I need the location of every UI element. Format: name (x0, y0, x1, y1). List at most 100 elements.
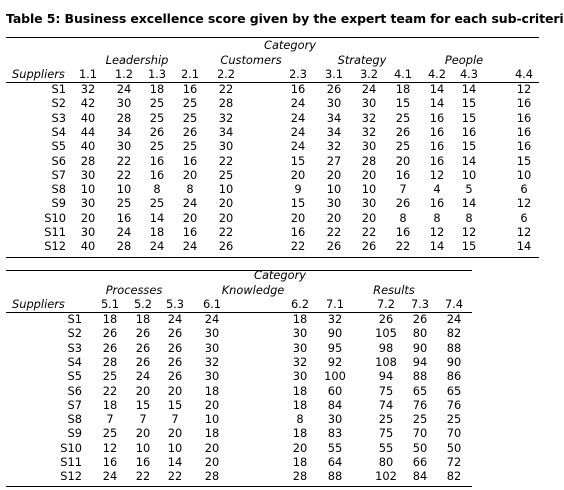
table1-cell: 16 (395, 225, 411, 239)
table1-cell: 12 (516, 82, 532, 96)
table2-cell: 25 (102, 426, 118, 441)
table2-cell: 22 (167, 469, 183, 484)
table1-row-supplier: S1 (51, 82, 66, 96)
table1-cell: 16 (149, 167, 165, 182)
table2-cell: 102 (375, 469, 397, 484)
table2-row-supplier: S5 (67, 369, 82, 384)
table1-cell: 34 (326, 110, 342, 125)
table2-header-rule (6, 312, 472, 313)
table1-cell: 18 (395, 82, 411, 96)
table1-cell: 15 (461, 139, 477, 154)
table1-group-header: Strategy (337, 53, 387, 67)
table2-column-header: 5.1 (100, 297, 120, 311)
table1-cell: 26 (218, 239, 234, 254)
table1-cell: 16 (516, 139, 532, 154)
table2-cell: 30 (204, 326, 220, 341)
table2-cell: 20 (135, 383, 151, 398)
table1-row-supplier: S2 (51, 96, 66, 111)
table2-cell: 76 (446, 397, 462, 412)
table2-cell: 25 (412, 412, 428, 427)
table1-cell: 30 (116, 139, 132, 154)
table1-cell: 26 (395, 124, 411, 139)
table1-cell: 14 (429, 82, 445, 96)
table1-cell: 32 (218, 110, 234, 125)
table2-cell: 70 (446, 426, 462, 441)
table1-category-label: Category (263, 38, 317, 52)
table2-cell: 82 (446, 469, 462, 484)
table1-cell: 16 (516, 124, 532, 139)
table1-cell: 25 (182, 110, 198, 125)
table1-cell: 20 (182, 210, 198, 225)
table2-column-header: 6.2 (290, 297, 310, 311)
table1-row-supplier: S3 (51, 110, 66, 125)
table1-cell: 25 (182, 139, 198, 154)
table2-cell: 25 (102, 369, 118, 384)
table2-cell: 55 (327, 440, 343, 455)
table2-cell: 20 (135, 426, 151, 441)
table1-cell: 26 (182, 124, 198, 139)
table1-cell: 25 (149, 96, 165, 111)
table1-cell: 5 (465, 182, 473, 197)
table1-cell: 10 (361, 182, 377, 197)
table1-cell: 20 (395, 153, 411, 168)
table2-cell: 26 (167, 326, 183, 341)
table2-cell: 20 (167, 383, 183, 398)
table2-cell: 88 (327, 469, 343, 484)
table1-cell: 12 (429, 167, 445, 182)
table2-cell: 16 (102, 455, 118, 469)
table2-row-supplier: S2 (67, 326, 82, 341)
table1-cell: 20 (290, 210, 306, 225)
table2-cell: 18 (292, 383, 308, 398)
table1-cell: 25 (395, 110, 411, 125)
table1-cell: 16 (395, 167, 411, 182)
table2-cell: 30 (204, 369, 220, 384)
table2-cell: 32 (204, 354, 220, 369)
table1-cell: 22 (361, 225, 377, 239)
table1-column-header: 2.2 (216, 67, 236, 81)
table1-row-supplier: S5 (51, 139, 66, 154)
table2-cell: 88 (412, 369, 428, 384)
table2-cell: 105 (375, 326, 397, 341)
table2-cell: 32 (327, 312, 343, 326)
table1-cell: 25 (149, 110, 165, 125)
table1-cell: 30 (326, 196, 342, 211)
table1-cell: 27 (326, 153, 342, 168)
table1-cell: 24 (182, 239, 198, 254)
table1-cell: 14 (429, 96, 445, 111)
table1-cell: 18 (149, 225, 165, 239)
table2-cell: 65 (446, 383, 462, 398)
table1-cell: 20 (218, 210, 234, 225)
table2-cell: 92 (327, 354, 343, 369)
table1-cell: 6 (520, 210, 528, 225)
table2-cell: 80 (378, 455, 394, 469)
table1-bottom-rule (6, 257, 539, 258)
table1-cell: 18 (149, 82, 165, 96)
table2-cell: 94 (378, 369, 394, 384)
table2-cell: 20 (204, 455, 220, 469)
table2-cell: 30 (292, 340, 308, 355)
table1-cell: 16 (116, 210, 132, 225)
table2-row-supplier: S9 (67, 426, 82, 441)
table1-row-supplier: S8 (51, 182, 66, 197)
table2-cell: 22 (102, 383, 118, 398)
table1-cell: 10 (80, 182, 96, 197)
table2-group-header: Results (373, 283, 415, 297)
table2-cell: 26 (135, 340, 151, 355)
table1-cell: 32 (361, 124, 377, 139)
table1-cell: 20 (326, 167, 342, 182)
table2-bottom-rule (6, 486, 472, 487)
table1-row-supplier: S6 (51, 153, 66, 168)
table1-cell: 4 (433, 182, 441, 197)
table2-column-header: 7.3 (410, 297, 430, 311)
table2-cell: 108 (375, 354, 397, 369)
table1-cell: 32 (326, 139, 342, 154)
table2-cell: 8 (296, 412, 304, 427)
table2-cell: 18 (135, 312, 151, 326)
table2-cell: 7 (171, 412, 179, 427)
table1-cell: 24 (290, 124, 306, 139)
table1-cell: 15 (290, 153, 306, 168)
table2-cell: 74 (378, 397, 394, 412)
table2-cell: 30 (204, 340, 220, 355)
table1-cell: 20 (290, 167, 306, 182)
table1-cell: 16 (182, 82, 198, 96)
